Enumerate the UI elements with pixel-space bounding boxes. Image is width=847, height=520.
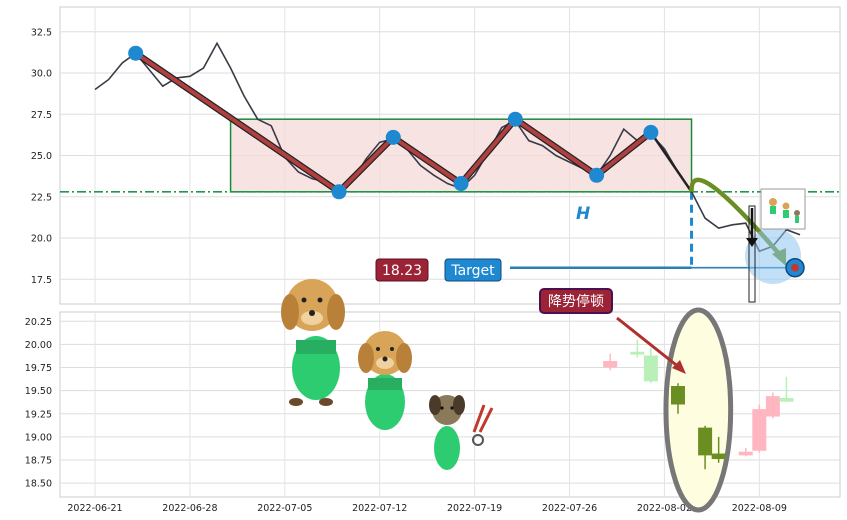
pattern-pivot — [643, 124, 659, 140]
bottom-ytick-label: 20.00 — [25, 340, 52, 351]
top-y-axis: 17.5 20.0 22.5 25.0 27.5 30.0 32.5 — [31, 27, 52, 286]
height-marker-label: H — [576, 204, 590, 224]
candle-body — [738, 451, 753, 456]
mascot-dog-medium — [358, 331, 412, 430]
target-annotations — [689, 177, 805, 303]
candle-body — [765, 396, 780, 417]
xtick-label: 2022-08-09 — [732, 503, 787, 514]
bottom-ytick-label: 19.25 — [25, 409, 52, 420]
breakdown-line — [649, 131, 693, 193]
top-ytick-label: 17.5 — [31, 275, 52, 286]
candle-body — [630, 351, 645, 355]
candle-body — [711, 453, 726, 460]
top-ytick-label: 25.0 — [31, 151, 52, 162]
xtick-label: 2022-07-12 — [352, 503, 407, 514]
annotation-badge: 降势停顿 — [539, 288, 613, 314]
xtick-label: 2022-07-05 — [257, 503, 312, 514]
annotation-arrow — [616, 316, 681, 370]
candle-body — [603, 361, 618, 368]
bottom-ytick-label: 20.25 — [25, 317, 52, 328]
mascot-dog-large — [281, 279, 345, 406]
bottom-y-axis: 18.50 18.75 19.00 19.25 19.50 19.75 20.00 20.25 — [25, 317, 52, 490]
bottom-ytick-label: 19.75 — [25, 363, 52, 374]
target-badge: Target — [444, 258, 502, 282]
price-badge: 18.23 — [375, 258, 429, 282]
xtick-label: 2022-07-26 — [542, 503, 597, 514]
thumbnail-card — [760, 188, 806, 230]
target-badge-text: Target — [450, 263, 495, 279]
candlestick-series — [603, 339, 794, 470]
price-badge-text: 18.23 — [382, 263, 422, 279]
xtick-label: 2022-07-19 — [447, 503, 502, 514]
pattern-pivot — [453, 176, 469, 192]
xtick-label: 2022-08-02 — [637, 503, 692, 514]
top-ytick-label: 32.5 — [31, 27, 52, 38]
current-bar-marker — [748, 205, 756, 303]
candle-body — [670, 386, 685, 405]
candle-body — [643, 355, 658, 382]
top-ytick-label: 22.5 — [31, 192, 52, 203]
bottom-ytick-label: 19.50 — [25, 386, 52, 397]
annotation-badge-text: 降势停顿 — [548, 293, 604, 310]
candle-body — [698, 427, 713, 456]
bottom-ytick-label: 18.75 — [25, 456, 52, 467]
drop-arrowhead — [746, 238, 758, 247]
bottom-ytick-label: 18.50 — [25, 479, 52, 490]
highlight-window — [663, 307, 734, 513]
xtick-label: 2022-06-28 — [162, 503, 217, 514]
top-ytick-label: 30.0 — [31, 69, 52, 80]
pattern-pivot — [128, 45, 144, 61]
pattern-pivot — [589, 167, 605, 183]
x-axis: 2022-06-21 2022-06-28 2022-07-05 2022-07-12… — [67, 503, 787, 514]
pattern-pivot — [507, 111, 523, 127]
pattern-pivot — [331, 184, 347, 200]
top-ytick-label: 20.0 — [31, 234, 52, 245]
top-ytick-label: 27.5 — [31, 110, 52, 121]
pattern-pivot — [385, 129, 401, 145]
candle-body — [752, 409, 767, 451]
highlight-border — [663, 307, 734, 513]
candle-body — [779, 398, 794, 402]
bottom-ytick-label: 19.00 — [25, 432, 52, 443]
mascot-dog-tools — [429, 395, 494, 470]
pattern-overlay — [128, 45, 693, 200]
top-panel: 17.5 20.0 22.5 25.0 27.5 30.0 32.5 — [31, 6, 841, 305]
xtick-label: 2022-06-21 — [67, 503, 122, 514]
annotation-arrowhead — [672, 360, 686, 374]
highlight-ellipse — [665, 310, 731, 510]
target-point-core — [791, 263, 799, 272]
